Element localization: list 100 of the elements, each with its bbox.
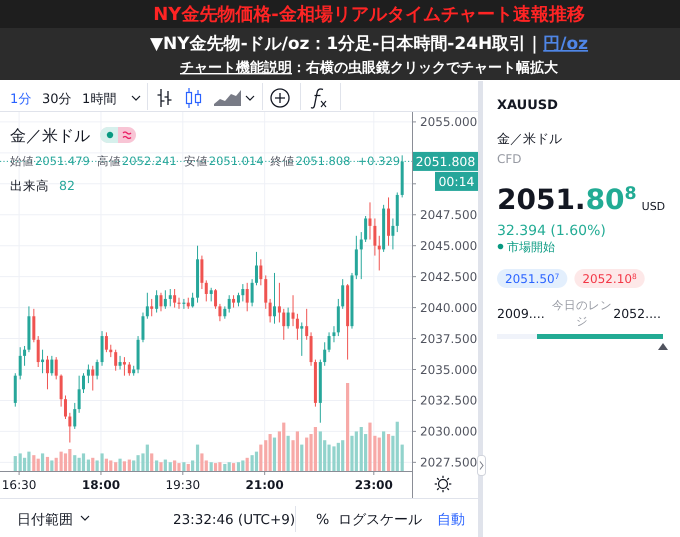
candlestick	[109, 344, 112, 358]
bar	[173, 460, 176, 471]
bar	[96, 460, 99, 471]
text: 32.394 (1.60%)	[497, 223, 606, 239]
candlestick	[254, 251, 258, 286]
bar	[159, 462, 163, 471]
candlestick	[73, 402, 76, 430]
annotation: 始値	[10, 154, 34, 168]
y-tick-label: 2027.500	[420, 456, 478, 470]
candlestick	[114, 349, 118, 372]
bar	[82, 453, 86, 471]
candlestick	[68, 412, 72, 444]
bar	[214, 463, 218, 471]
candlestick	[296, 313, 299, 340]
y-tick-label: 2037.500	[420, 332, 478, 346]
candlestick	[214, 288, 218, 310]
bar	[136, 455, 140, 471]
text: 2052.10$^{8}$	[582, 272, 637, 286]
annotation: 82	[59, 178, 75, 193]
bar	[86, 460, 90, 471]
candlestick	[272, 272, 276, 324]
candlestick	[241, 284, 244, 302]
candlestick	[150, 298, 154, 317]
candlestick	[18, 346, 22, 380]
bar	[191, 460, 194, 471]
candlestick	[360, 232, 363, 280]
bar	[182, 462, 186, 471]
bar	[332, 446, 336, 471]
bar	[200, 453, 204, 471]
candlestick	[164, 290, 167, 310]
x-tick-label: 18:00	[82, 478, 120, 492]
text: 2051.	[497, 183, 586, 216]
candlestick	[278, 282, 281, 323]
bar	[368, 422, 372, 471]
bar	[196, 444, 200, 471]
annotation: 2051.479	[35, 154, 90, 168]
text: ：右横の虫眼鏡クリックでチャート幅拡大	[292, 59, 559, 76]
candlestick	[246, 282, 249, 312]
bar	[296, 431, 300, 471]
candlestick	[141, 312, 144, 343]
annotation: 2051.014	[208, 154, 264, 168]
candlestick	[78, 375, 81, 414]
candlestick	[50, 355, 54, 376]
text: 日付範囲	[17, 512, 73, 528]
candlestick	[305, 308, 308, 340]
candlestick	[218, 303, 222, 322]
y-tick-label: 2042.500	[420, 270, 478, 284]
bar	[250, 455, 254, 471]
annotation: 2052.241	[122, 154, 177, 168]
x-tick-label: 23:00	[354, 478, 393, 492]
y-tick-label: 2055.000	[420, 115, 478, 130]
candlestick	[300, 322, 304, 356]
bar	[300, 444, 304, 471]
bar	[246, 458, 249, 471]
candlestick	[341, 278, 344, 310]
text: %	[316, 512, 330, 528]
bar	[210, 462, 213, 471]
bar	[346, 383, 350, 471]
bar	[186, 464, 190, 471]
annotation: 出来高	[10, 178, 49, 193]
annotation: 終値	[270, 154, 295, 168]
bar	[314, 427, 318, 471]
bar	[104, 458, 108, 471]
candlestick	[391, 218, 394, 250]
x-tick-label: 16:30	[2, 478, 36, 492]
y-tick-label: 2030.000	[420, 424, 478, 439]
bar	[40, 453, 44, 471]
bar	[218, 462, 222, 471]
candlestick	[159, 292, 162, 312]
bar	[232, 463, 236, 471]
candlestick	[86, 364, 90, 384]
candlestick	[173, 288, 176, 308]
candlestick	[46, 355, 49, 390]
candlestick	[282, 308, 286, 340]
bar	[272, 438, 276, 471]
candlestick	[236, 292, 240, 307]
candlestick	[91, 365, 94, 392]
candlestick	[132, 365, 136, 376]
candlestick	[122, 356, 126, 376]
bar	[305, 438, 308, 471]
candlestick	[36, 336, 40, 368]
ref-line-label: 2051.808	[416, 154, 476, 169]
text: 80$^{8}$	[586, 183, 637, 216]
text: 23:32:46 (UTC+9)	[173, 512, 296, 528]
bar	[73, 455, 76, 471]
bar	[282, 422, 286, 471]
candlestick	[54, 356, 58, 380]
bar	[155, 460, 158, 471]
x-tick-label: 19:30	[166, 478, 200, 492]
bar	[150, 453, 154, 471]
candlestick	[228, 294, 231, 314]
bar	[382, 431, 386, 471]
bar	[27, 452, 31, 471]
candlestick	[32, 308, 36, 343]
text: USD	[642, 200, 666, 213]
text: 自動	[437, 512, 465, 528]
candlestick	[82, 372, 85, 394]
candlestick	[146, 292, 149, 320]
bar	[386, 434, 390, 471]
candlestick	[210, 287, 213, 302]
